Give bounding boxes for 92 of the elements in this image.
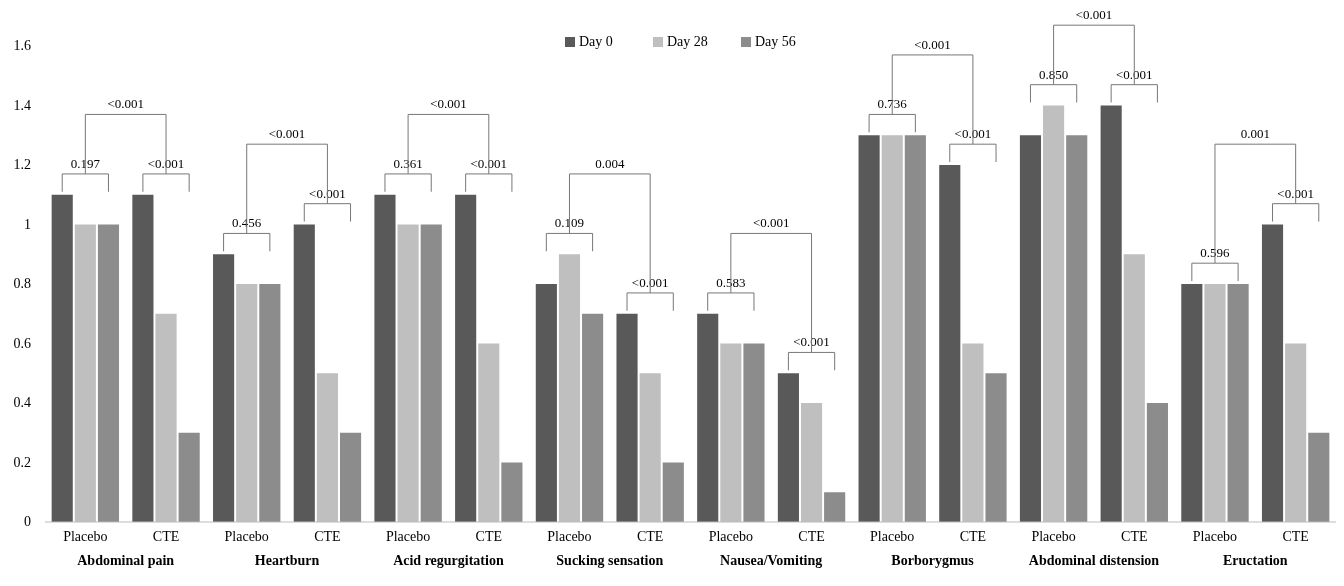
bar	[97, 224, 120, 522]
bar	[743, 343, 765, 522]
bar	[1227, 284, 1249, 522]
annotation: <0.001	[631, 274, 669, 290]
bar	[1066, 135, 1088, 522]
x-tick-label: CTE	[1282, 529, 1309, 544]
annotation: <0.001	[430, 96, 467, 112]
x-tick-label: Placebo	[224, 529, 269, 544]
bar	[697, 313, 719, 522]
bar	[132, 194, 154, 522]
bar	[339, 432, 362, 522]
annotation: 0.736	[877, 96, 908, 112]
y-tick-label: 0.6	[13, 335, 31, 351]
y-tick-label: 1	[24, 216, 31, 232]
text: Acid regurgitation	[393, 553, 504, 568]
x-tick-label: Placebo	[870, 529, 915, 544]
annotation: <0.001	[914, 36, 951, 52]
bar	[616, 313, 638, 522]
annotation: 0.596	[1200, 245, 1231, 261]
y-tick-label: 0	[24, 514, 31, 529]
x-tick-label: CTE	[959, 529, 987, 544]
x-tick-label: Placebo	[1192, 529, 1238, 544]
bar	[824, 492, 846, 522]
bar	[259, 284, 281, 522]
x-tick-label: CTE	[636, 529, 664, 544]
y-tick-label: 0.2	[13, 454, 31, 470]
annotation: <0.001	[470, 155, 508, 171]
bar	[501, 462, 523, 522]
x-tick-label: Placebo	[1031, 529, 1076, 544]
annotation: <0.001	[147, 155, 185, 171]
bar	[1146, 403, 1168, 522]
bar	[582, 313, 604, 522]
y-tick-label: 0.8	[13, 276, 31, 291]
bar	[777, 373, 799, 522]
x-tick-label: CTE	[314, 529, 341, 544]
bar	[374, 194, 396, 522]
annotation: 0.197	[70, 155, 101, 171]
x-tick-label: CTE	[475, 529, 503, 544]
bar	[420, 224, 442, 522]
text: Abdominal distension	[1028, 553, 1160, 568]
bar	[985, 373, 1007, 522]
bar	[293, 224, 315, 522]
annotation: <0.001	[954, 126, 992, 142]
bar	[1019, 135, 1042, 522]
x-tick-label: Placebo	[385, 529, 431, 544]
bar	[1100, 105, 1122, 522]
annotation: <0.001	[793, 334, 830, 350]
bar	[1181, 284, 1203, 522]
bar	[535, 284, 557, 522]
text: Heartburn	[254, 553, 320, 568]
x-tick-label: CTE	[152, 529, 180, 544]
bar	[455, 194, 477, 522]
text: Borborygmus	[891, 553, 975, 568]
bar	[213, 254, 235, 522]
y-tick-label: 1.4	[13, 97, 31, 113]
x-tick-label: Placebo	[63, 529, 108, 544]
annotation: 0.004	[595, 155, 625, 171]
y-tick-label: 0.4	[13, 395, 31, 410]
annotation: 0.850	[1038, 66, 1069, 82]
legend-label: Day 28	[667, 34, 708, 49]
text: Sucking sensation	[556, 553, 664, 568]
legend-label: Day 56	[755, 34, 796, 49]
bar	[939, 165, 961, 522]
annotation: <0.001	[1277, 185, 1314, 201]
annotation: 0.456	[232, 215, 262, 231]
text: <0.001	[1075, 7, 1113, 23]
bar	[51, 194, 73, 522]
x-tick-label: Placebo	[708, 529, 754, 544]
annotation: 0.583	[716, 274, 746, 290]
bar	[904, 135, 926, 522]
x-tick-label: CTE	[1121, 529, 1148, 544]
annotation: <0.001	[107, 96, 144, 112]
annotation: 0.361	[393, 155, 423, 171]
text: Eructation	[1223, 553, 1288, 568]
bar	[662, 462, 684, 522]
x-tick-label: Placebo	[547, 529, 592, 544]
y-tick-label: 1.6	[13, 38, 31, 53]
annotation: 0.109	[554, 215, 585, 231]
text: Abdominal pain	[77, 553, 175, 568]
annotation: <0.001	[1115, 66, 1153, 82]
x-tick-label: CTE	[798, 529, 825, 544]
bar	[178, 432, 200, 522]
bar	[1308, 432, 1330, 522]
annotation: <0.001	[752, 215, 790, 231]
legend-label: Day 0	[579, 34, 613, 49]
y-tick-label: 1.2	[13, 157, 31, 172]
annotation: <0.001	[268, 126, 306, 142]
annotation: <0.001	[309, 185, 346, 201]
annotation: 0.001	[1240, 126, 1270, 142]
bar	[858, 135, 880, 522]
text: Nausea/Vomiting	[720, 553, 823, 568]
bar	[1261, 224, 1284, 522]
